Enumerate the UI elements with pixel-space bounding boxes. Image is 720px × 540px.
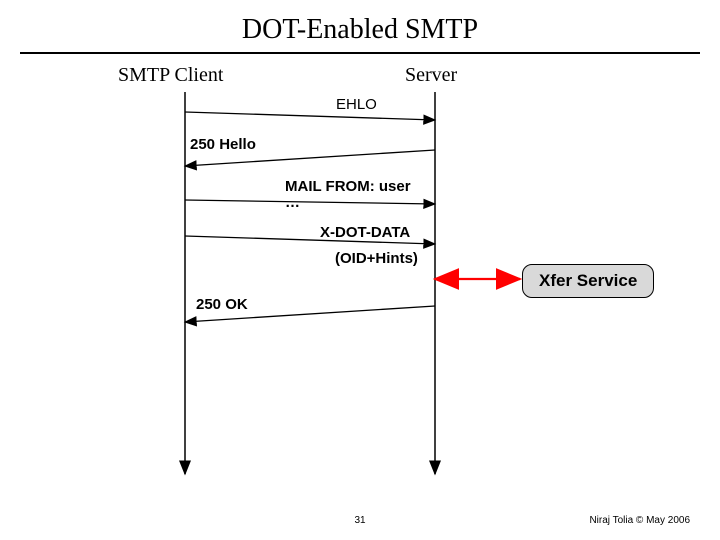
page-title: DOT-Enabled SMTP: [0, 0, 720, 52]
msg-mailfrom: MAIL FROM: user: [285, 178, 411, 195]
page-number: 31: [354, 515, 365, 526]
sequence-diagram: SMTP Client Server EHLO 250 Hello MAIL F…: [0, 54, 720, 494]
copyright: Niraj Tolia © May 2006: [589, 515, 690, 526]
xfer-service-box: Xfer Service: [522, 264, 654, 298]
msg-hello: 250 Hello: [190, 136, 256, 153]
msg-oid: (OID+Hints): [335, 250, 418, 267]
msg-ellipsis: …: [285, 194, 300, 211]
msg-xdot: X-DOT-DATA: [320, 224, 410, 241]
msg-ehlo: EHLO: [336, 96, 377, 113]
client-label: SMTP Client: [118, 64, 223, 87]
msg-ok: 250 OK: [196, 296, 248, 313]
server-label: Server: [405, 64, 457, 87]
